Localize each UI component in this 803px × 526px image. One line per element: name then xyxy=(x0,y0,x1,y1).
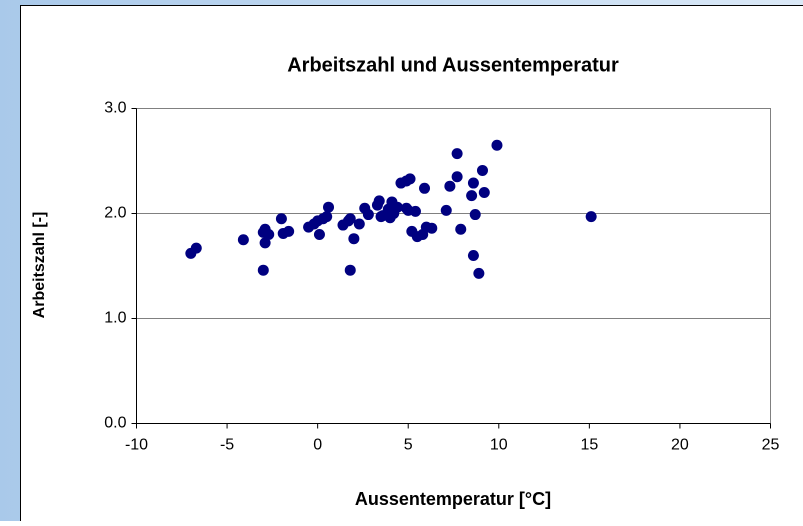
point xyxy=(473,268,484,279)
point xyxy=(477,165,488,176)
x-tick-label: 10 xyxy=(490,437,508,454)
point xyxy=(491,140,502,151)
x-tick-label: -10 xyxy=(125,437,148,454)
x-tick-label: -5 xyxy=(220,437,234,454)
chart-title: Arbeitszahl und Aussentemperatur xyxy=(287,54,619,76)
point xyxy=(263,229,274,240)
point xyxy=(345,265,356,276)
point xyxy=(452,171,463,182)
y-tick-label: 1.0 xyxy=(104,310,126,327)
point xyxy=(452,148,463,159)
point xyxy=(283,226,294,237)
point xyxy=(444,181,455,192)
x-tick-label: 0 xyxy=(313,437,322,454)
y-tick-label: 2.0 xyxy=(104,205,126,222)
point xyxy=(441,205,452,216)
y-tick-label: 0.0 xyxy=(104,415,126,432)
point xyxy=(410,206,421,217)
point xyxy=(586,211,597,222)
point xyxy=(191,243,202,254)
point xyxy=(405,173,416,184)
point xyxy=(426,223,437,234)
point xyxy=(354,219,365,230)
point xyxy=(374,195,385,206)
point xyxy=(314,229,325,240)
x-tick-label: 15 xyxy=(580,437,598,454)
point xyxy=(238,234,249,245)
x-axis-label: Aussentemperatur [°C] xyxy=(355,489,551,509)
x-tick-label: 25 xyxy=(762,437,780,454)
point xyxy=(470,209,481,220)
x-tick-label: 20 xyxy=(671,437,689,454)
point xyxy=(276,213,287,224)
point xyxy=(321,211,332,222)
point xyxy=(323,202,334,213)
point xyxy=(468,178,479,189)
point xyxy=(363,209,374,220)
point xyxy=(468,250,479,261)
point xyxy=(455,224,466,235)
point xyxy=(348,233,359,244)
x-tick-label: 5 xyxy=(404,437,413,454)
point xyxy=(419,183,430,194)
y-tick-label: 3.0 xyxy=(104,100,126,117)
y-axis-label: Arbeitszahl [-] xyxy=(31,212,48,319)
point xyxy=(466,190,477,201)
point xyxy=(479,187,490,198)
point xyxy=(258,265,269,276)
